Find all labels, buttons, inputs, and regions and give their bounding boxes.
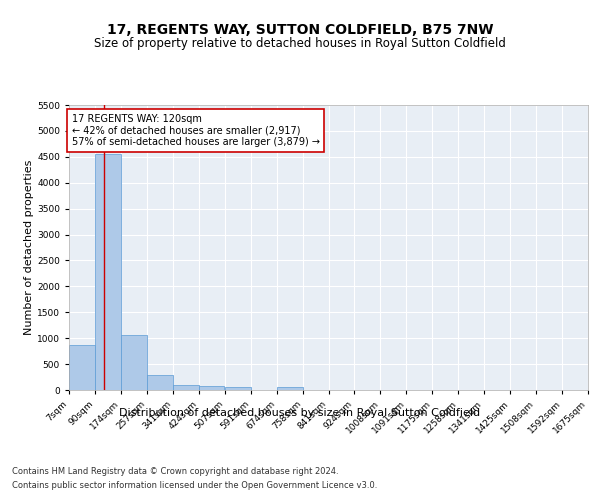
Text: Contains HM Land Registry data © Crown copyright and database right 2024.: Contains HM Land Registry data © Crown c… (12, 468, 338, 476)
Bar (173, 385, 199, 390)
Bar (199, 386, 224, 390)
Text: 17 REGENTS WAY: 120sqm
← 42% of detached houses are smaller (2,917)
57% of semi-: 17 REGENTS WAY: 120sqm ← 42% of detached… (71, 114, 320, 147)
Text: 17, REGENTS WAY, SUTTON COLDFIELD, B75 7NW: 17, REGENTS WAY, SUTTON COLDFIELD, B75 7… (107, 22, 493, 36)
Bar (277, 387, 302, 390)
Y-axis label: Number of detached properties: Number of detached properties (24, 160, 34, 335)
Text: Size of property relative to detached houses in Royal Sutton Coldfield: Size of property relative to detached ho… (94, 38, 506, 51)
Bar (224, 387, 251, 390)
Bar (69, 345, 95, 390)
Bar (147, 375, 173, 390)
Bar (121, 335, 147, 390)
Text: Distribution of detached houses by size in Royal Sutton Coldfield: Distribution of detached houses by size … (119, 408, 481, 418)
Text: Contains public sector information licensed under the Open Government Licence v3: Contains public sector information licen… (12, 481, 377, 490)
Bar (95, 154, 121, 390)
